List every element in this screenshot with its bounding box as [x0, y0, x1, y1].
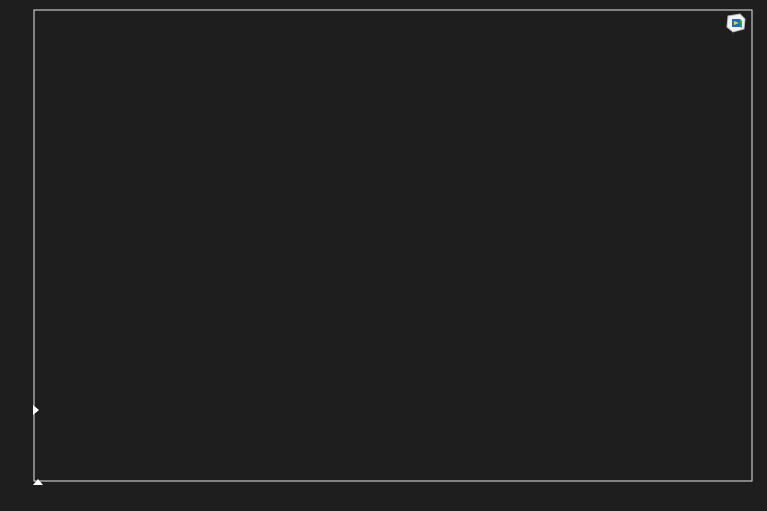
x-origin-marker — [33, 479, 43, 485]
y-origin-marker — [33, 405, 39, 415]
view-cube-icon[interactable] — [725, 13, 747, 33]
plot-frame — [33, 9, 753, 482]
